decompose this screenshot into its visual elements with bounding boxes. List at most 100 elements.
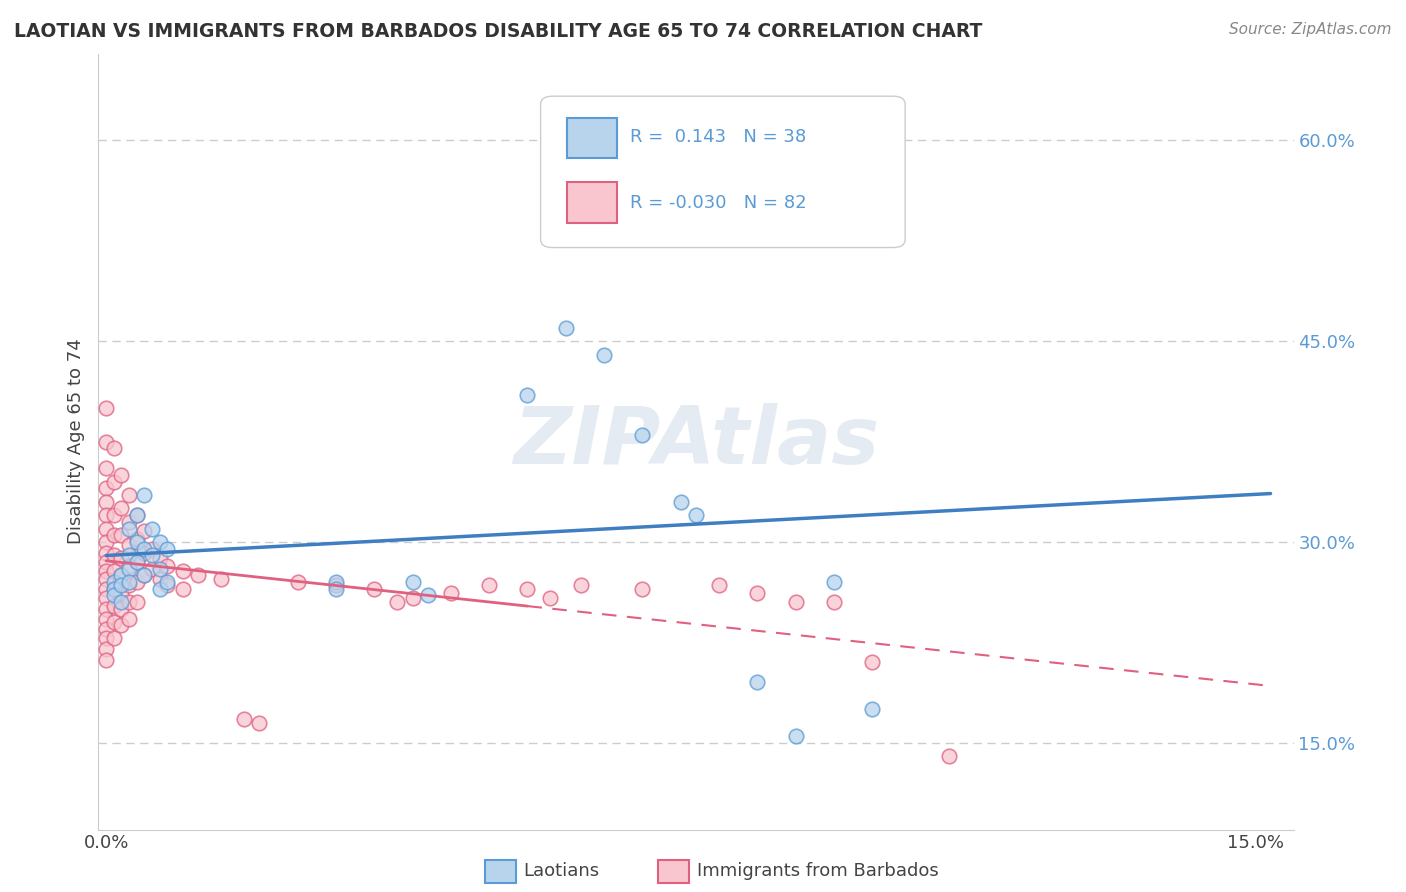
Point (125, 555, 148, 569)
Point (593, 348, 616, 362)
Text: ZIPAtlas: ZIPAtlas (513, 402, 879, 481)
Point (149, 535, 172, 549)
Point (172, 582, 194, 596)
Point (118, 578, 141, 592)
Point (149, 582, 172, 596)
Point (134, 541, 156, 556)
Point (94, 613, 117, 627)
Point (141, 541, 163, 556)
Point (823, 575, 845, 590)
Point (110, 551, 132, 566)
Point (94, 565, 117, 579)
Point (103, 582, 125, 596)
Point (125, 535, 148, 549)
Point (110, 568, 132, 582)
Point (785, 729, 807, 743)
Point (118, 595, 141, 609)
Point (110, 617, 132, 632)
Point (94, 461, 117, 475)
Point (110, 586, 132, 600)
Point (325, 582, 347, 596)
Point (478, 578, 501, 592)
Point (938, 748, 960, 763)
Point (860, 655, 883, 669)
Point (401, 575, 423, 590)
Point (538, 591, 561, 606)
Point (110, 501, 132, 516)
Point (110, 602, 132, 616)
Point (110, 528, 132, 542)
Point (134, 546, 156, 560)
Point (134, 568, 156, 582)
Point (287, 575, 309, 590)
Point (94, 555, 117, 569)
FancyBboxPatch shape (567, 182, 617, 223)
Point (94, 642, 117, 657)
Y-axis label: Disability Age 65 to 74: Disability Age 65 to 74 (66, 339, 84, 544)
Point (94, 591, 117, 606)
Point (118, 548, 141, 563)
Point (747, 675, 769, 690)
Point (156, 578, 179, 592)
Point (125, 555, 148, 569)
Point (118, 521, 141, 535)
Point (385, 595, 409, 609)
Point (647, 161, 669, 175)
Point (785, 595, 807, 609)
Point (149, 573, 172, 587)
Point (94, 434, 117, 449)
Point (631, 428, 654, 442)
Point (669, 494, 692, 508)
Point (110, 568, 132, 582)
Point (156, 541, 179, 556)
Text: Source: ZipAtlas.com: Source: ZipAtlas.com (1229, 22, 1392, 37)
Point (118, 488, 141, 502)
Text: Laotians: Laotians (523, 863, 599, 880)
Point (516, 388, 538, 402)
Point (823, 595, 845, 609)
Point (103, 615, 125, 630)
Point (209, 573, 232, 587)
Text: R =  0.143   N = 38: R = 0.143 N = 38 (630, 128, 807, 146)
Point (440, 586, 463, 600)
Point (94, 508, 117, 523)
Point (94, 521, 117, 535)
Point (125, 508, 148, 523)
Point (134, 524, 156, 539)
Point (149, 551, 172, 566)
Point (103, 582, 125, 596)
Point (363, 582, 385, 596)
Point (707, 578, 730, 592)
Point (118, 575, 141, 590)
Point (118, 537, 141, 551)
Point (94, 622, 117, 636)
Text: R = -0.030   N = 82: R = -0.030 N = 82 (630, 194, 807, 211)
Point (94, 535, 117, 549)
Point (118, 558, 141, 574)
Point (187, 568, 209, 582)
Point (125, 595, 148, 609)
Point (156, 558, 179, 574)
Point (118, 613, 141, 627)
Point (747, 586, 769, 600)
Text: LAOTIAN VS IMMIGRANTS FROM BARBADOS DISABILITY AGE 65 TO 74 CORRELATION CHART: LAOTIAN VS IMMIGRANTS FROM BARBADOS DISA… (14, 22, 983, 41)
Point (149, 562, 172, 576)
Point (103, 475, 125, 489)
Point (118, 562, 141, 576)
Point (94, 494, 117, 508)
Point (103, 599, 125, 614)
Point (141, 521, 163, 535)
Point (631, 582, 654, 596)
Point (516, 582, 538, 596)
Point (103, 548, 125, 563)
Point (103, 575, 125, 590)
Text: Immigrants from Barbados: Immigrants from Barbados (697, 863, 939, 880)
Point (103, 589, 125, 603)
Point (416, 589, 439, 603)
Point (156, 575, 179, 590)
Point (134, 568, 156, 582)
Point (103, 528, 125, 542)
Point (118, 515, 141, 529)
Point (110, 595, 132, 609)
Point (685, 508, 707, 523)
